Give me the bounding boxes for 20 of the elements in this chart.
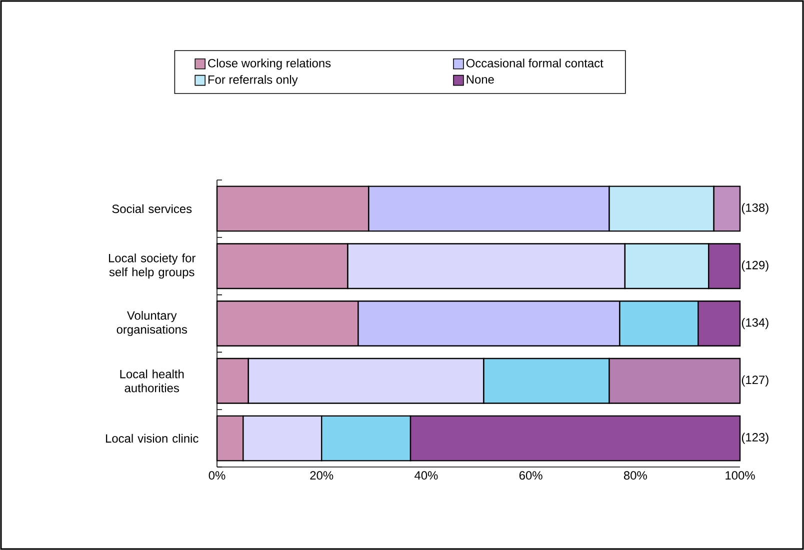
x-tick-label: 0% (208, 471, 226, 480)
y-tick-label: Local vision clinic (106, 434, 198, 443)
legend-label: Occasional formal contact (466, 58, 604, 68)
x-tick-label: 20% (310, 471, 334, 480)
text: (127) (742, 375, 768, 386)
y-tick-label: Social services (112, 204, 192, 214)
text: (134) (742, 318, 768, 330)
legend-label: None (466, 75, 494, 84)
x-tick-label: 60% (519, 471, 542, 480)
text: (138) (742, 203, 768, 214)
y-tick-label: Voluntary organisations (116, 310, 187, 336)
x-tick-label: 100% (726, 471, 755, 480)
y-tick-label: Local society for self help groups (109, 254, 196, 279)
x-tick-label: 40% (414, 471, 438, 480)
text: (123) (742, 432, 768, 444)
legend-label: For referrals only (208, 75, 298, 86)
text: (129) (742, 260, 768, 272)
legend-label: Close working relations (208, 58, 331, 70)
x-tick-label: 80% (624, 471, 647, 480)
y-tick-label: Local health authorities (120, 370, 184, 392)
